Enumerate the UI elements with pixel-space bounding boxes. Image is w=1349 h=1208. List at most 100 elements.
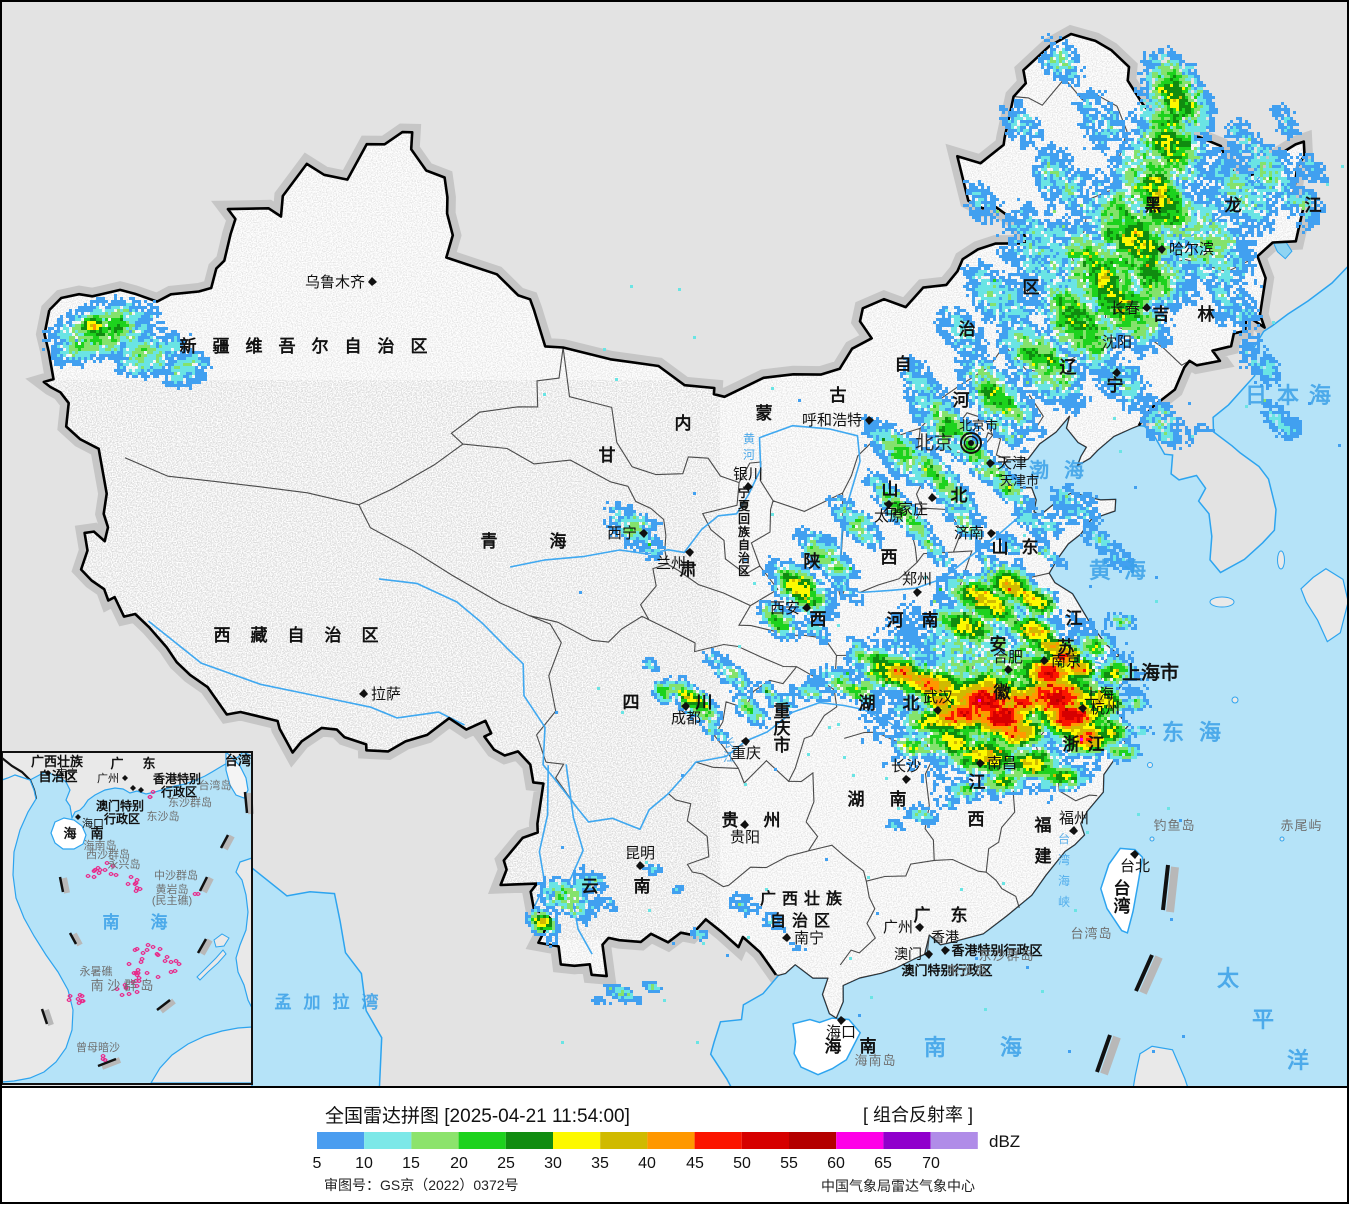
svg-text:区: 区 — [362, 626, 379, 645]
svg-text:龙: 龙 — [1224, 195, 1242, 215]
svg-text:甘: 甘 — [599, 445, 616, 465]
svg-text:广西壮族: 广西壮族 — [31, 754, 84, 769]
svg-text:族: 族 — [738, 524, 751, 539]
svg-text:石家庄: 石家庄 — [883, 500, 928, 518]
svg-text:辽: 辽 — [1060, 358, 1078, 377]
svg-text:青: 青 — [481, 531, 498, 551]
svg-text:黑: 黑 — [1145, 196, 1162, 215]
svg-text:拉萨: 拉萨 — [371, 686, 401, 703]
svg-text:天津: 天津 — [997, 455, 1027, 472]
svg-text:尾: 尾 — [1294, 818, 1307, 833]
svg-text:湖: 湖 — [848, 790, 865, 809]
svg-text:沈阳: 沈阳 — [1102, 334, 1132, 351]
svg-text:香: 香 — [950, 943, 965, 958]
svg-text:上海: 上海 — [1084, 686, 1114, 703]
svg-text:北京: 北京 — [915, 432, 953, 454]
svg-text:南宁: 南宁 — [56, 766, 78, 780]
svg-text:南: 南 — [868, 1053, 881, 1068]
svg-text:65: 65 — [874, 1155, 892, 1172]
svg-text:江: 江 — [1305, 196, 1322, 215]
svg-text:渤: 渤 — [1029, 458, 1049, 482]
svg-text:南: 南 — [103, 912, 120, 932]
svg-text:5: 5 — [313, 1155, 322, 1172]
svg-text:族: 族 — [826, 889, 843, 908]
svg-text:安: 安 — [990, 634, 1007, 654]
svg-text:海: 海 — [151, 912, 168, 932]
svg-text:南: 南 — [922, 610, 939, 630]
svg-text:别: 别 — [939, 963, 953, 978]
svg-text:山: 山 — [882, 480, 899, 499]
svg-text:林: 林 — [1198, 304, 1215, 324]
svg-text:西: 西 — [214, 626, 231, 645]
svg-text:自: 自 — [345, 336, 362, 356]
svg-text:峡: 峡 — [1058, 895, 1070, 909]
svg-text:广: 广 — [760, 889, 776, 908]
svg-text:天津市: 天津市 — [1000, 473, 1039, 488]
svg-text:苏: 苏 — [1058, 637, 1075, 657]
svg-text:60: 60 — [827, 1155, 845, 1172]
svg-text:吉: 吉 — [1153, 305, 1170, 324]
svg-text:海: 海 — [1199, 720, 1221, 745]
svg-text:广: 广 — [110, 756, 123, 771]
svg-text:西: 西 — [881, 548, 898, 567]
svg-text:山: 山 — [992, 538, 1009, 557]
svg-text:北: 北 — [951, 486, 968, 505]
svg-text:台湾岛: 台湾岛 — [199, 778, 232, 792]
svg-text:河: 河 — [953, 391, 970, 410]
svg-text:壮: 壮 — [804, 889, 820, 908]
svg-text:特: 特 — [977, 943, 990, 958]
svg-text:西宁: 西宁 — [607, 525, 637, 542]
svg-text:拉: 拉 — [333, 992, 350, 1012]
svg-text:港: 港 — [964, 943, 978, 958]
svg-text:宁: 宁 — [1107, 375, 1124, 395]
svg-text:南昌: 南昌 — [987, 755, 1017, 772]
svg-text:岛: 岛 — [1020, 948, 1033, 963]
svg-text:长春: 长春 — [1110, 300, 1140, 317]
svg-text:海南岛: 海南岛 — [84, 838, 117, 852]
svg-text:湾: 湾 — [1058, 852, 1070, 867]
svg-text:昆明: 昆明 — [625, 845, 655, 862]
svg-text:尔: 尔 — [312, 336, 329, 356]
svg-text:夏: 夏 — [738, 499, 751, 513]
svg-text:治: 治 — [378, 336, 395, 356]
svg-text:东: 东 — [978, 948, 991, 963]
svg-text:海: 海 — [550, 531, 567, 551]
svg-text:黄岩岛: 黄岩岛 — [156, 882, 189, 896]
svg-text:别: 别 — [989, 943, 1003, 958]
svg-text:银川: 银川 — [733, 466, 763, 483]
svg-text:东沙岛: 东沙岛 — [147, 809, 180, 823]
svg-text:市: 市 — [774, 735, 791, 755]
svg-text:州: 州 — [763, 811, 781, 830]
svg-text:治: 治 — [325, 625, 342, 645]
svg-text:武汉: 武汉 — [923, 689, 953, 706]
svg-text:疆: 疆 — [213, 337, 230, 356]
svg-text:海: 海 — [1124, 558, 1146, 583]
svg-text:杭州: 杭州 — [1090, 700, 1120, 717]
svg-text:本: 本 — [1277, 383, 1299, 408]
svg-text:四: 四 — [623, 693, 640, 712]
svg-text:台北: 台北 — [1120, 858, 1150, 875]
svg-text:海: 海 — [1000, 1035, 1022, 1060]
svg-text:太原: 太原 — [874, 508, 904, 525]
svg-text:自: 自 — [895, 354, 912, 374]
svg-text:[ 组合反射率 ]: [ 组合反射率 ] — [863, 1105, 973, 1125]
svg-text:湾: 湾 — [1114, 896, 1131, 916]
svg-text:西: 西 — [968, 810, 985, 829]
svg-text:福: 福 — [1034, 815, 1052, 835]
svg-text:维: 维 — [246, 336, 263, 356]
svg-text:哈尔滨: 哈尔滨 — [1169, 241, 1214, 258]
svg-text:澳门特别: 澳门特别 — [96, 798, 144, 813]
svg-text:35: 35 — [591, 1155, 609, 1172]
svg-text:区: 区 — [411, 337, 428, 356]
svg-text:鱼: 鱼 — [1167, 818, 1180, 833]
svg-text:海: 海 — [63, 826, 76, 841]
svg-text:北: 北 — [903, 694, 920, 713]
svg-text:新: 新 — [180, 336, 197, 356]
svg-text:区: 区 — [1023, 278, 1040, 297]
svg-text:上海市: 上海市 — [1122, 661, 1179, 684]
svg-text:郑州: 郑州 — [902, 571, 932, 588]
svg-text:黄: 黄 — [1089, 558, 1111, 583]
svg-text:台湾: 台湾 — [225, 753, 251, 768]
svg-text:中国气象局雷达气象中心: 中国气象局雷达气象中心 — [821, 1178, 975, 1194]
svg-text:长沙: 长沙 — [891, 758, 921, 775]
